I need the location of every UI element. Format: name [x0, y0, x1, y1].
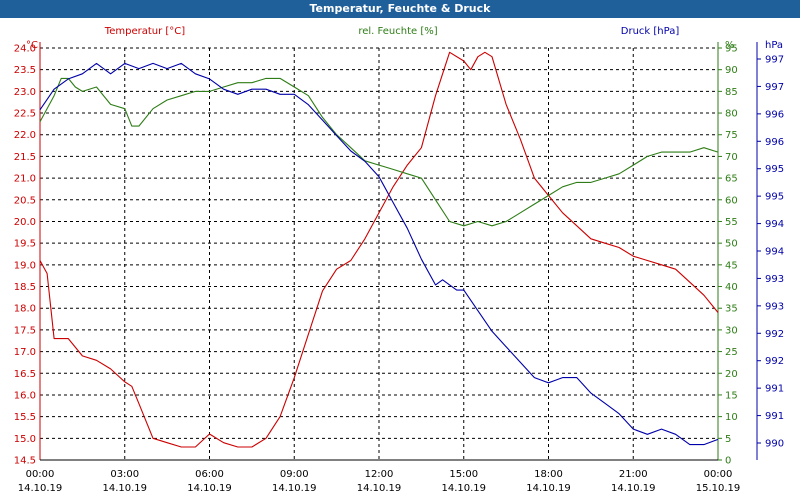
- grid: [39, 47, 719, 461]
- tick-label-temperature: 23.0: [14, 87, 36, 98]
- series-legend: Temperatur [°C] rel. Feuchte [%] Druck [hP…: [104, 26, 680, 37]
- tick-label-humidity: 80: [725, 109, 738, 120]
- tick-label-date: 15.10.19: [696, 483, 741, 494]
- tick-label-date: 14.10.19: [18, 483, 63, 494]
- tick-label-time: 12:00: [365, 469, 394, 480]
- tick-label-temperature: 19.0: [14, 260, 36, 271]
- tick-label-pressure: 995: [765, 192, 784, 203]
- tick-label-pressure: 995: [765, 164, 784, 175]
- series-line-pressure: [39, 62, 719, 446]
- tick-label-pressure: 994: [765, 219, 784, 230]
- tick-label-temperature: 16.5: [14, 369, 36, 380]
- tick-label-humidity: 90: [725, 65, 738, 76]
- tick-label-date: 14.10.19: [526, 483, 571, 494]
- tick-label-humidity: 5: [725, 434, 731, 445]
- tick-label-temperature: 20.0: [14, 217, 36, 228]
- tick-label-humidity: 95: [725, 44, 738, 55]
- tick-label-date: 14.10.19: [187, 483, 232, 494]
- tick-label-temperature: 23.5: [14, 65, 36, 76]
- tick-label-temperature: 15.0: [14, 434, 36, 445]
- tick-label-pressure: 991: [765, 384, 784, 395]
- tick-label-time: 00:00: [704, 469, 733, 480]
- tick-label-date: 14.10.19: [272, 483, 317, 494]
- tick-label-humidity: 70: [725, 152, 738, 163]
- tick-label-date: 14.10.19: [357, 483, 402, 494]
- tick-label-temperature: 16.0: [14, 390, 36, 401]
- tick-label-humidity: 10: [725, 412, 738, 423]
- tick-label-humidity: 85: [725, 87, 738, 98]
- tick-label-pressure: 997: [765, 82, 784, 93]
- tick-label-temperature: 18.0: [14, 304, 36, 315]
- series-line-temperature: [39, 51, 719, 448]
- tick-label-humidity: 30: [725, 325, 738, 336]
- tick-label-humidity: 35: [725, 304, 738, 315]
- tick-label-temperature: 15.5: [14, 412, 36, 423]
- tick-label-date: 14.10.19: [441, 483, 486, 494]
- axes: [39, 42, 761, 461]
- chart-title: Temperatur, Feuchte & Druck: [0, 0, 800, 18]
- legend-label-temperature: Temperatur [°C]: [104, 26, 185, 37]
- tick-label-pressure: 992: [765, 329, 784, 340]
- tick-label-temperature: 21.5: [14, 152, 36, 163]
- tick-label-temperature: 21.0: [14, 174, 36, 185]
- tick-label-humidity: 55: [725, 217, 738, 228]
- tick-label-temperature: 20.5: [14, 195, 36, 206]
- tick-label-pressure: 997: [765, 55, 784, 66]
- tick-label-humidity: 75: [725, 130, 738, 141]
- tick-label-time: 03:00: [110, 469, 139, 480]
- tick-label-humidity: 20: [725, 369, 738, 380]
- tick-label-temperature: 14.5: [14, 456, 36, 467]
- tick-label-pressure: 992: [765, 356, 784, 367]
- tick-label-temperature: 22.0: [14, 130, 36, 141]
- tick-label-humidity: 40: [725, 282, 738, 293]
- tick-label-temperature: 17.5: [14, 325, 36, 336]
- unit-label-humidity: %: [725, 40, 735, 51]
- series-lines: [39, 51, 719, 448]
- tick-label-time: 06:00: [195, 469, 224, 480]
- unit-label-pressure: hPa: [765, 40, 783, 51]
- tick-label-temperature: 17.0: [14, 347, 36, 358]
- tick-label-time: 09:00: [280, 469, 309, 480]
- tick-label-pressure: 996: [765, 109, 784, 120]
- tick-label-time: 00:00: [26, 469, 55, 480]
- tick-label-pressure: 991: [765, 411, 784, 422]
- legend-label-humidity: rel. Feuchte [%]: [358, 26, 437, 37]
- tick-label-pressure: 994: [765, 247, 784, 258]
- tick-label-humidity: 0: [725, 456, 731, 467]
- tick-label-pressure: 993: [765, 274, 784, 285]
- tick-label-humidity: 15: [725, 390, 738, 401]
- tick-label-temperature: 19.5: [14, 239, 36, 250]
- tick-label-humidity: 60: [725, 195, 738, 206]
- tick-label-pressure: 990: [765, 439, 784, 450]
- tick-label-date: 14.10.19: [611, 483, 656, 494]
- legend-label-pressure: Druck [hPa]: [621, 26, 680, 37]
- tick-label-date: 14.10.19: [102, 483, 147, 494]
- series-line-humidity: [39, 77, 719, 227]
- unit-label-temperature: °C: [26, 40, 38, 51]
- tick-label-time: 18:00: [534, 469, 563, 480]
- tick-label-pressure: 993: [765, 301, 784, 312]
- tick-label-humidity: 65: [725, 174, 738, 185]
- tick-label-temperature: 24.0: [14, 44, 36, 55]
- tick-label-humidity: 50: [725, 239, 738, 250]
- tick-label-humidity: 45: [725, 260, 738, 271]
- tick-label-temperature: 22.5: [14, 109, 36, 120]
- tick-label-time: 15:00: [449, 469, 478, 480]
- tick-label-pressure: 996: [765, 137, 784, 148]
- tick-label-temperature: 18.5: [14, 282, 36, 293]
- tick-labels: 14.5 15.0 15.5 16.0 16.5 17.0 17.5 18.0 18.5 19.0…: [14, 40, 784, 494]
- tick-label-time: 21:00: [619, 469, 648, 480]
- tick-label-humidity: 25: [725, 347, 738, 358]
